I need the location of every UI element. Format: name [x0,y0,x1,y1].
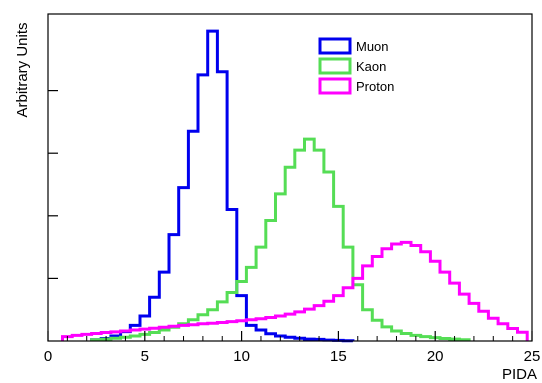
legend: Muon Kaon Proton [318,37,394,95]
series-proton-histogram [61,240,529,341]
legend-swatch-muon [318,37,352,55]
x-tick-label: 10 [233,348,250,365]
series-layer [61,29,529,343]
legend-label-muon: Muon [356,39,389,54]
x-tick-label: 0 [44,348,52,365]
series-kaon-histogram [90,137,471,342]
axis-layer: 0 5 10 15 20 25 [44,89,541,365]
series-muon-histogram [90,29,355,343]
x-tick-label: 5 [141,348,149,365]
x-tick-label: 25 [524,348,541,365]
legend-swatch-kaon [318,57,352,75]
legend-swatch-proton [318,77,352,95]
legend-label-kaon: Kaon [356,59,386,74]
x-tick-label: 15 [330,348,347,365]
plot-frame [47,13,533,342]
y-axis-label: Arbitrary Units [14,22,31,117]
legend-label-proton: Proton [356,79,394,94]
x-tick-label: 20 [427,348,444,365]
x-axis-label: PIDA [502,366,537,383]
